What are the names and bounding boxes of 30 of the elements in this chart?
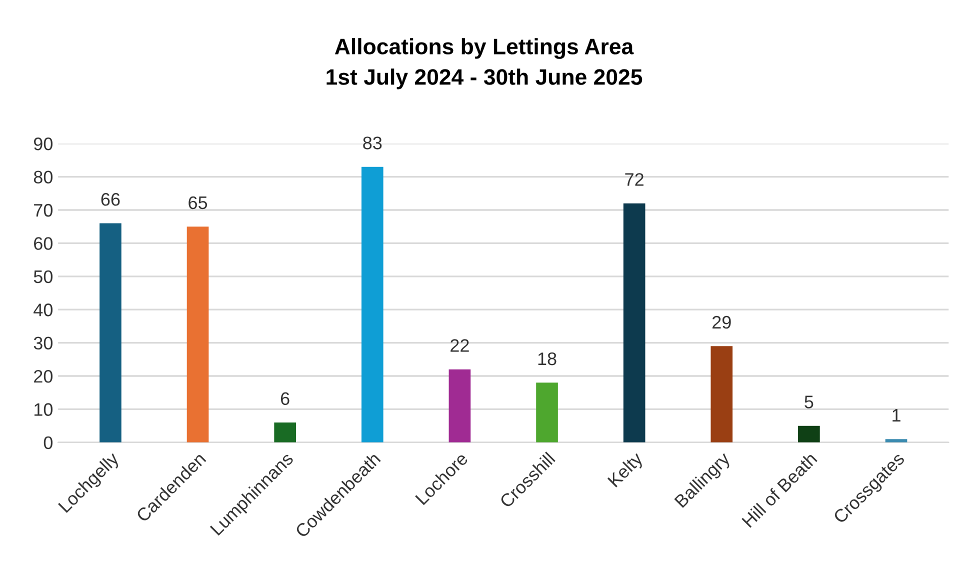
y-tick-label: 90 [34, 138, 53, 150]
y-tick-label: 10 [34, 403, 53, 416]
data-label: 1 [892, 409, 900, 422]
y-tick-label: 60 [34, 237, 53, 250]
y-tick-label: 80 [34, 170, 53, 184]
data-label: 18 [538, 352, 556, 366]
data-label: 22 [450, 339, 469, 352]
data-label: 5 [804, 396, 814, 408]
bar [448, 369, 471, 442]
data-label: 6 [280, 392, 290, 406]
data-label: 83 [363, 136, 382, 150]
y-tick-label: 20 [34, 370, 53, 383]
chart-title: Allocations by Lettings Area 1st July 2024 - 30th June 2025 [326, 38, 642, 90]
y-tick-label: 50 [34, 270, 53, 284]
bar [274, 422, 296, 442]
bar [623, 203, 646, 442]
bar [710, 346, 733, 442]
bar [798, 426, 820, 442]
bar [536, 382, 558, 442]
data-label: 29 [712, 316, 731, 329]
bar [186, 226, 209, 442]
bar [361, 166, 384, 442]
y-tick-label: 0 [44, 436, 53, 450]
bar [100, 223, 122, 442]
data-label: 65 [188, 196, 208, 210]
data-label: 66 [101, 193, 120, 206]
y-tick-label: 40 [34, 304, 53, 316]
y-tick-label: 30 [34, 336, 53, 350]
y-tick-label: 70 [34, 204, 53, 217]
data-label: 72 [625, 173, 644, 186]
